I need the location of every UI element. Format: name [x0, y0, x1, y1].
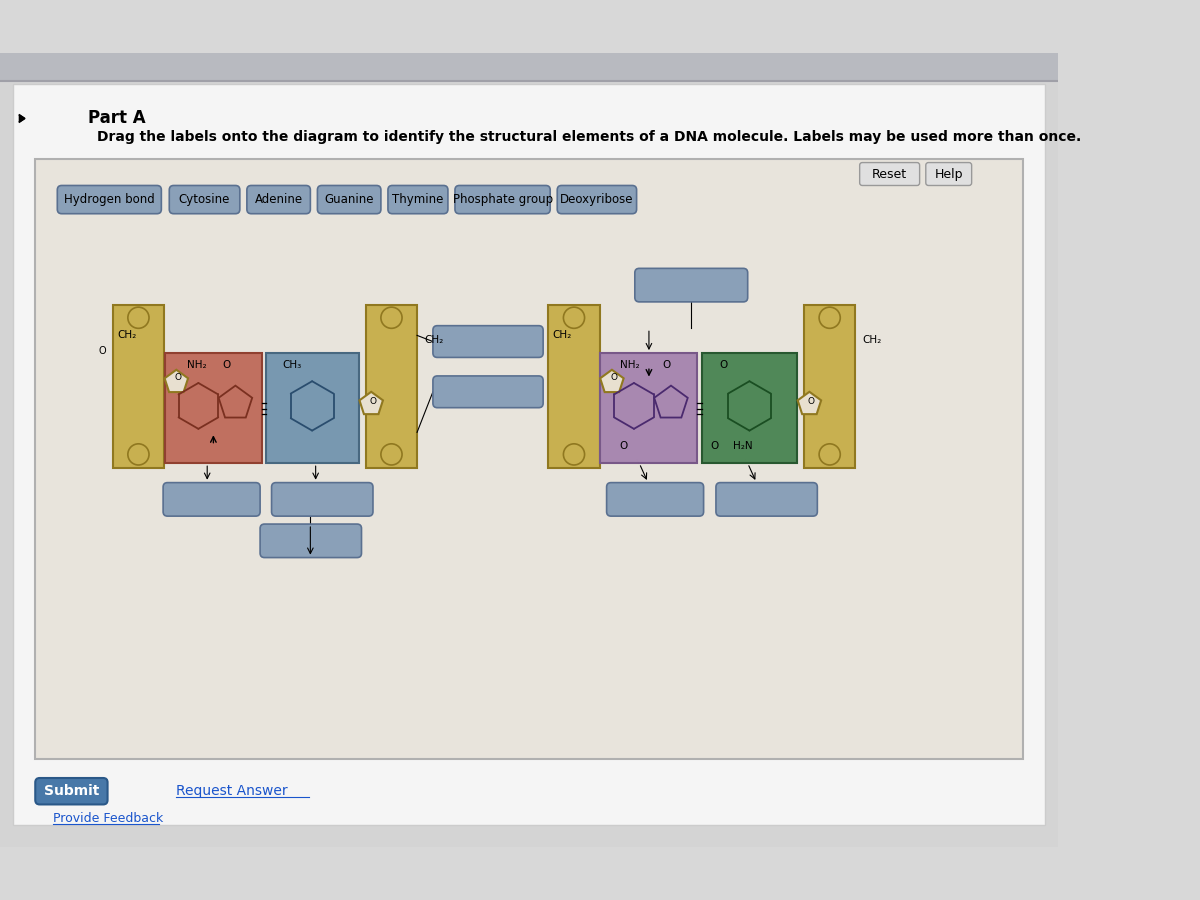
- Circle shape: [380, 307, 402, 328]
- Text: O: O: [98, 346, 106, 356]
- Text: CH₂: CH₂: [424, 335, 443, 345]
- FancyBboxPatch shape: [455, 185, 550, 213]
- FancyBboxPatch shape: [163, 482, 260, 516]
- Text: CH₂: CH₂: [118, 330, 137, 340]
- Text: O: O: [370, 397, 377, 406]
- Text: Part A: Part A: [88, 110, 145, 128]
- Polygon shape: [164, 370, 188, 392]
- FancyBboxPatch shape: [260, 524, 361, 558]
- Bar: [266, 353, 359, 464]
- Circle shape: [564, 307, 584, 328]
- FancyBboxPatch shape: [388, 185, 448, 213]
- Text: Guanine: Guanine: [324, 194, 374, 206]
- Bar: [164, 353, 262, 464]
- Bar: [366, 304, 418, 468]
- Circle shape: [380, 444, 402, 465]
- Text: O: O: [175, 374, 181, 382]
- Text: O: O: [662, 360, 671, 371]
- Text: Provide Feedback: Provide Feedback: [53, 812, 163, 825]
- Bar: [702, 353, 797, 464]
- FancyBboxPatch shape: [716, 482, 817, 516]
- Text: O: O: [620, 441, 628, 451]
- FancyBboxPatch shape: [318, 185, 380, 213]
- Circle shape: [820, 444, 840, 465]
- Polygon shape: [600, 370, 624, 392]
- FancyBboxPatch shape: [35, 778, 108, 805]
- Text: O: O: [710, 441, 719, 451]
- Circle shape: [128, 307, 149, 328]
- Bar: [804, 304, 856, 468]
- Text: CH₂: CH₂: [553, 330, 572, 340]
- FancyBboxPatch shape: [859, 163, 919, 185]
- Bar: [35, 159, 1022, 759]
- Text: Thymine: Thymine: [392, 194, 444, 206]
- Text: Deoxyribose: Deoxyribose: [560, 194, 634, 206]
- Bar: [548, 304, 600, 468]
- Bar: [600, 353, 697, 464]
- Text: O: O: [610, 374, 617, 382]
- Polygon shape: [798, 392, 821, 414]
- Text: CH₂: CH₂: [863, 335, 882, 345]
- Text: Request Answer: Request Answer: [176, 784, 288, 798]
- FancyBboxPatch shape: [557, 185, 636, 213]
- FancyBboxPatch shape: [58, 185, 161, 213]
- Text: Cytosine: Cytosine: [179, 194, 230, 206]
- Text: O: O: [808, 397, 815, 406]
- Polygon shape: [360, 392, 383, 414]
- FancyBboxPatch shape: [247, 185, 311, 213]
- Text: O: O: [720, 360, 727, 371]
- Text: H₂N: H₂N: [733, 441, 752, 451]
- Text: NH₂: NH₂: [187, 360, 206, 371]
- Text: Phosphate group: Phosphate group: [452, 194, 553, 206]
- FancyBboxPatch shape: [433, 376, 544, 408]
- Circle shape: [820, 307, 840, 328]
- Circle shape: [564, 444, 584, 465]
- FancyBboxPatch shape: [433, 326, 544, 357]
- FancyBboxPatch shape: [925, 163, 972, 185]
- Bar: [113, 304, 164, 468]
- Text: NH₂: NH₂: [620, 360, 640, 371]
- Text: Help: Help: [935, 167, 962, 181]
- Text: Submit: Submit: [43, 784, 100, 798]
- Circle shape: [128, 444, 149, 465]
- Text: Reset: Reset: [872, 167, 907, 181]
- FancyBboxPatch shape: [635, 268, 748, 302]
- FancyBboxPatch shape: [169, 185, 240, 213]
- Text: CH₃: CH₃: [282, 360, 301, 371]
- Text: Drag the labels onto the diagram to identify the structural elements of a DNA mo: Drag the labels onto the diagram to iden…: [97, 130, 1081, 144]
- Text: Adenine: Adenine: [254, 194, 302, 206]
- FancyBboxPatch shape: [271, 482, 373, 516]
- Text: O: O: [222, 360, 230, 371]
- Bar: [0, 53, 1058, 80]
- Polygon shape: [19, 115, 25, 122]
- FancyBboxPatch shape: [607, 482, 703, 516]
- Text: Hydrogen bond: Hydrogen bond: [64, 194, 155, 206]
